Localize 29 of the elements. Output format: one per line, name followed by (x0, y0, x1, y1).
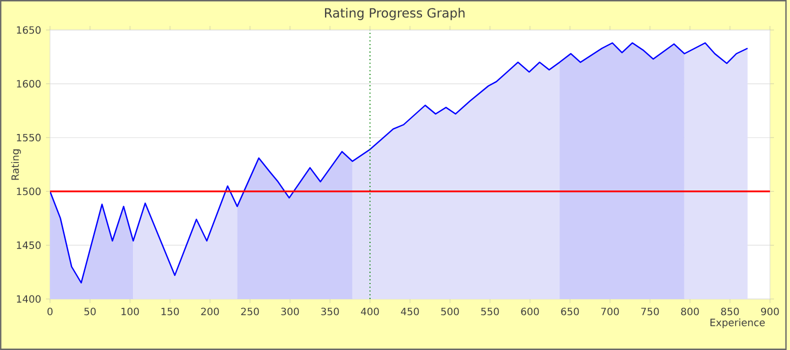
x-tick-label: 200 (201, 308, 219, 316)
x-tick-label: 400 (360, 308, 379, 316)
x-tick-label: 900 (761, 308, 779, 316)
x-tick-label: 350 (321, 308, 339, 316)
x-tick-label: 500 (441, 308, 459, 316)
y-axis-title: Rating (11, 149, 21, 180)
x-tick-label: 250 (241, 308, 259, 316)
x-tick-label: 100 (122, 308, 139, 316)
x-tick-label: 450 (400, 308, 419, 316)
x-tick-label: 850 (721, 308, 739, 316)
y-tick-label: 1400 (16, 295, 41, 303)
x-axis-title: Experience (710, 318, 765, 328)
line-series (50, 42, 748, 284)
y-tick-label: 1450 (16, 241, 41, 249)
x-tick-label: 150 (162, 308, 179, 316)
x-tick-label: 650 (561, 308, 579, 316)
x-tick-label: 800 (681, 308, 699, 316)
y-tick-label: 1600 (16, 80, 41, 88)
x-tick-label: 700 (601, 308, 619, 316)
chart-title: Rating Progress Graph (325, 8, 465, 20)
y-tick-label: 1500 (16, 188, 41, 196)
x-tick-label: 300 (281, 308, 299, 316)
x-tick-label: 0 (48, 308, 53, 316)
x-tick-label: 600 (521, 308, 539, 316)
x-tick-label: 550 (481, 308, 499, 316)
y-tick-label: 1650 (16, 26, 41, 34)
x-tick-label: 750 (641, 308, 659, 316)
y-tick-label: 1550 (16, 134, 41, 142)
x-tick-label: 50 (84, 308, 96, 316)
